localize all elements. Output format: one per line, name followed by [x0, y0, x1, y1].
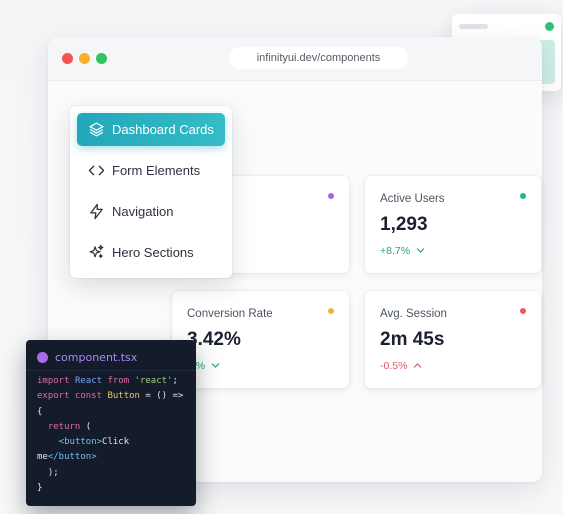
code-line: return (	[37, 420, 183, 435]
code-token: </button>	[47, 452, 97, 463]
code-header-divider	[26, 370, 196, 371]
code-brackets-icon	[88, 165, 105, 176]
code-token: }	[37, 483, 43, 494]
code-token: (	[85, 421, 92, 432]
menu-item-label: Hero Sections	[112, 245, 194, 260]
code-token: export const	[37, 391, 108, 402]
chevron-down-icon	[416, 248, 425, 253]
code-block: import React from 'react'; export const B…	[37, 374, 183, 496]
stat-change-value: +8.7%	[380, 245, 411, 257]
code-line: <button>Click	[37, 435, 183, 450]
code-line: {	[37, 405, 183, 420]
code-token: return	[47, 421, 86, 432]
code-token	[37, 422, 48, 432]
menu-item-label: Form Elements	[112, 163, 201, 178]
stat-indicator-dot	[328, 193, 334, 199]
preview-title-bar	[459, 24, 488, 29]
code-filename: component.tsx	[55, 351, 138, 364]
code-line: }	[37, 481, 183, 496]
stat-change: +8.7%	[380, 245, 425, 257]
stat-indicator-dot	[328, 308, 334, 314]
close-window-button[interactable]	[62, 53, 73, 64]
stat-value: 2m 45s	[380, 329, 445, 350]
component-menu: Dashboard Cards Form Elements Navigation…	[70, 106, 232, 278]
code-line: import React from 'react';	[37, 374, 183, 389]
chevron-up-icon	[413, 363, 422, 368]
code-line: );	[37, 466, 183, 481]
code-line: export const Button = () =>	[37, 389, 183, 404]
code-token: {	[37, 406, 43, 417]
code-token: = () =>	[145, 391, 184, 402]
code-token: 'react'	[134, 376, 173, 386]
code-token: import	[37, 376, 75, 386]
stat-value: 1,293	[380, 214, 428, 235]
stat-label: Active Users	[380, 193, 445, 205]
stat-indicator-dot	[520, 193, 526, 199]
browser-titlebar: infinityui.dev/components	[48, 37, 542, 81]
stat-change: -0.5%	[380, 360, 422, 372]
menu-item-label: Dashboard Cards	[112, 122, 214, 137]
menu-item-form-elements[interactable]: Form Elements	[77, 154, 225, 187]
code-token: from	[107, 376, 135, 386]
menu-item-dashboard-cards[interactable]: Dashboard Cards	[77, 113, 225, 146]
stat-label: Conversion Rate	[187, 308, 273, 320]
stat-indicator-dot	[520, 308, 526, 314]
lightning-icon	[90, 203, 103, 220]
chevron-down-icon	[211, 363, 220, 368]
address-bar[interactable]: infinityui.dev/components	[229, 47, 408, 69]
code-token: me	[37, 452, 48, 463]
stat-label: Avg. Session	[380, 308, 447, 320]
code-token: <button>	[58, 437, 103, 448]
layers-icon	[89, 122, 104, 137]
stat-card-conversion-rate[interactable]: Conversion Rate 3.42% .1%	[172, 291, 349, 388]
code-token	[37, 437, 59, 447]
file-type-dot	[37, 352, 48, 363]
minimize-window-button[interactable]	[79, 53, 90, 64]
menu-item-hero-sections[interactable]: Hero Sections	[77, 236, 225, 269]
code-panel: component.tsx import React from 'react';…	[26, 340, 196, 506]
code-token: Click	[102, 437, 130, 448]
code-token: ;	[172, 376, 178, 386]
stat-card-active-users[interactable]: Active Users 1,293 +8.7%	[365, 176, 541, 273]
stat-card-avg-session[interactable]: Avg. Session 2m 45s -0.5%	[365, 291, 541, 388]
stat-value: 3.42%	[187, 329, 241, 350]
code-token: Button	[107, 391, 146, 402]
code-line: me</button>	[37, 450, 183, 465]
stat-change-value: -0.5%	[380, 360, 408, 372]
code-token: React	[74, 376, 108, 386]
sparkles-icon	[89, 244, 104, 259]
code-token: );	[37, 467, 59, 478]
preview-status-dot	[545, 22, 554, 31]
menu-item-label: Navigation	[112, 204, 174, 219]
maximize-window-button[interactable]	[96, 53, 107, 64]
menu-item-navigation[interactable]: Navigation	[77, 195, 225, 228]
